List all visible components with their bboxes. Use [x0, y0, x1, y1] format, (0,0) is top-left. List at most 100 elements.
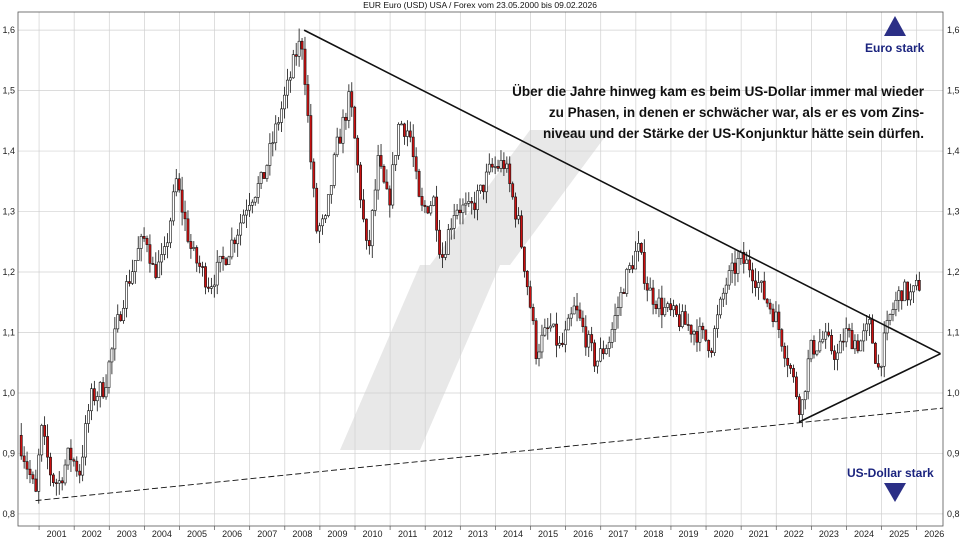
dashed-trendline	[35, 407, 944, 502]
candle	[748, 259, 752, 271]
candle	[139, 236, 143, 249]
candle	[259, 172, 263, 184]
candle	[824, 331, 828, 340]
candle	[34, 478, 38, 492]
candle	[733, 262, 737, 274]
candle	[546, 327, 550, 330]
candle	[49, 456, 52, 476]
candle	[69, 447, 73, 461]
candle	[827, 331, 831, 336]
candle	[122, 307, 126, 321]
candle	[198, 262, 202, 267]
candle	[844, 328, 848, 343]
y-tick-label: 1,3	[947, 207, 960, 217]
candle	[695, 331, 699, 343]
candle	[385, 181, 389, 190]
candle	[130, 271, 134, 284]
candle	[762, 280, 766, 300]
candle	[704, 329, 708, 341]
candle	[388, 188, 392, 206]
annotation-line: zu Phasen, in denen er schwächer war, al…	[548, 105, 924, 120]
candle	[227, 256, 231, 265]
candle	[651, 287, 655, 305]
chart-title: EUR Euro (USD) USA / Forex vom 23.05.200…	[363, 0, 597, 10]
candle	[467, 201, 471, 204]
candle	[525, 270, 529, 288]
candle	[680, 311, 684, 327]
candle	[797, 396, 801, 415]
annotation-line: niveau und der Stärke der US-Konjunktur …	[542, 126, 924, 141]
x-tick-label: 2022	[784, 529, 804, 539]
candle	[347, 91, 351, 121]
candle	[552, 323, 556, 327]
y-tick-label: 1,0	[947, 388, 960, 398]
x-tick-label: 2005	[187, 529, 207, 539]
candle	[517, 215, 520, 220]
candle	[502, 160, 506, 169]
candle	[391, 164, 395, 206]
candle	[490, 163, 494, 168]
candle	[157, 261, 161, 278]
candle	[540, 334, 544, 353]
candle	[43, 425, 47, 437]
candle	[520, 215, 523, 248]
candle	[721, 292, 725, 300]
candle	[584, 326, 588, 348]
candle	[853, 340, 857, 350]
candle	[601, 348, 605, 355]
candle	[344, 116, 348, 121]
candle	[616, 307, 620, 316]
candle	[815, 350, 819, 355]
candle	[622, 292, 626, 294]
candle	[713, 328, 716, 353]
candle	[473, 202, 477, 210]
candle	[461, 204, 465, 214]
candle	[549, 325, 553, 329]
candle	[280, 108, 283, 123]
candle	[40, 425, 44, 456]
candle	[555, 323, 558, 346]
watermark-stripe	[340, 265, 500, 450]
candle	[54, 482, 58, 484]
candle	[484, 171, 488, 193]
candle	[230, 239, 234, 258]
candle	[233, 239, 237, 245]
y-tick-label: 1,0	[2, 388, 15, 398]
candle	[57, 480, 61, 484]
candle	[487, 163, 491, 173]
candle	[505, 163, 509, 169]
candle	[452, 215, 456, 229]
candle	[464, 202, 468, 206]
candle	[236, 234, 240, 245]
candle	[888, 314, 892, 321]
candle	[672, 305, 675, 311]
candle	[806, 358, 810, 392]
x-tick-label: 2024	[854, 529, 874, 539]
candle	[245, 209, 248, 216]
candle	[891, 309, 895, 315]
candle	[92, 388, 96, 402]
x-tick-label: 2021	[749, 529, 769, 539]
candle	[192, 247, 196, 249]
candle	[745, 259, 749, 264]
candle	[376, 155, 380, 191]
y-tick-label: 0,9	[2, 448, 15, 458]
candle	[98, 382, 102, 397]
candle	[850, 330, 854, 350]
candle	[534, 320, 538, 359]
candle	[847, 328, 851, 331]
candle	[803, 391, 807, 401]
candle	[593, 342, 596, 367]
candle	[142, 236, 146, 239]
candle	[730, 262, 734, 271]
candle	[309, 115, 313, 163]
candle	[403, 123, 406, 137]
candle	[321, 218, 324, 227]
candle	[619, 292, 623, 308]
price-candles	[19, 28, 921, 504]
candle	[174, 178, 178, 193]
candle	[838, 340, 842, 354]
candle	[332, 154, 336, 186]
candle	[136, 248, 140, 261]
candle	[698, 325, 702, 343]
